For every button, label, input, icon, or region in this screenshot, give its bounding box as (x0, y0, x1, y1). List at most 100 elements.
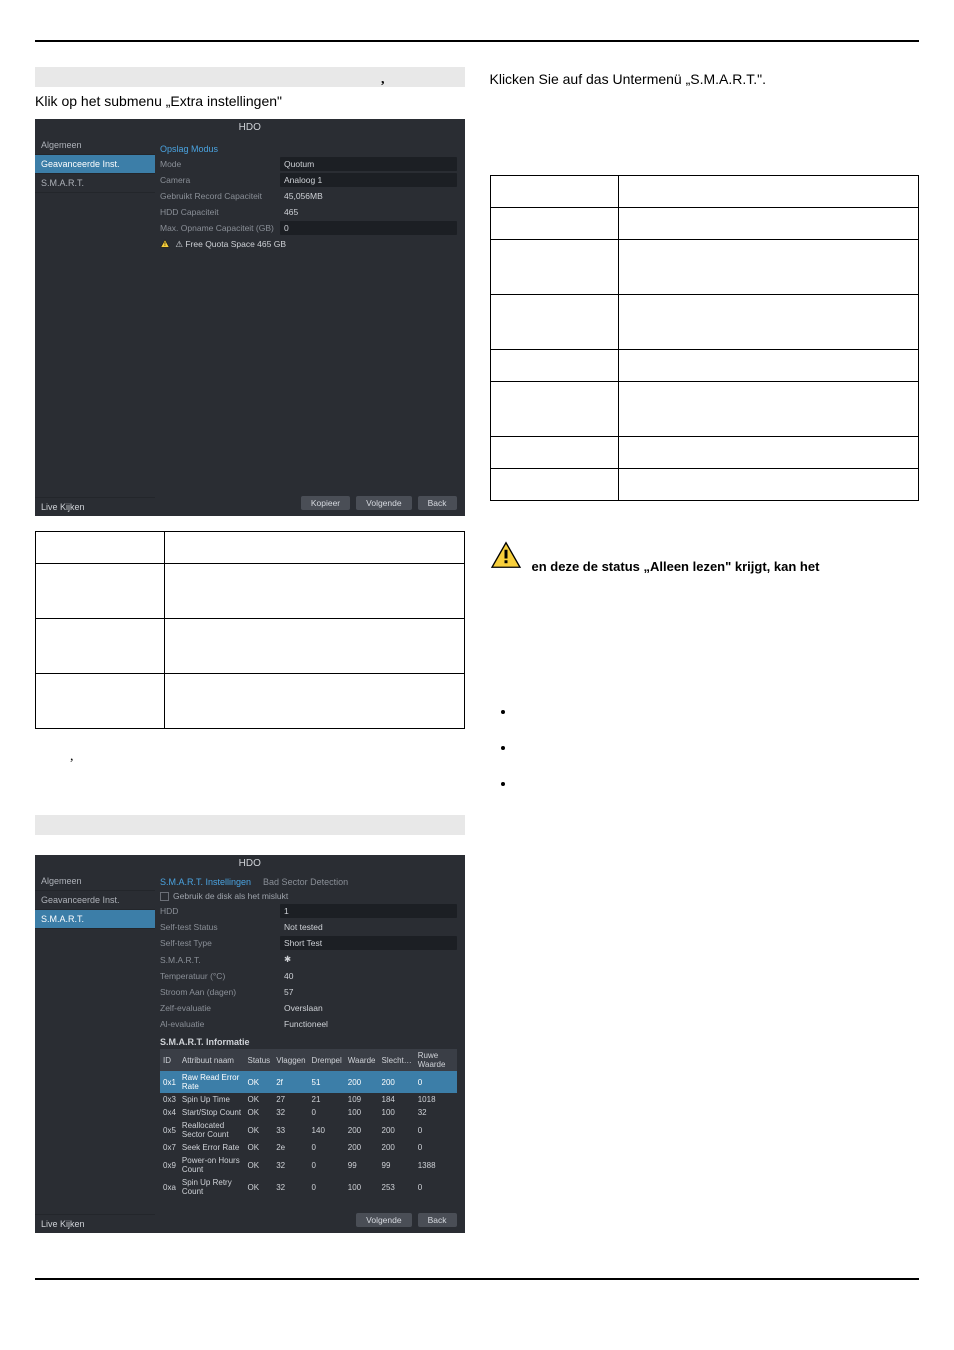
table-cell: 0 (415, 1119, 457, 1141)
field-value: 45,056MB (280, 189, 457, 203)
left-subhead-1: Klik op het submenu „Extra instellingen" (35, 93, 465, 109)
field-value[interactable]: Quotum (280, 157, 457, 171)
table-cell: 100 (379, 1106, 415, 1119)
table-cell: 253 (379, 1176, 415, 1198)
list-item (515, 740, 920, 754)
table-cell (619, 295, 919, 350)
table-cell (36, 674, 165, 729)
field-label: Camera (160, 175, 280, 185)
warning-icon: ! (160, 239, 170, 249)
back-button[interactable]: Back (418, 1213, 457, 1227)
smart-col: Status (245, 1049, 274, 1071)
field-label: Mode (160, 159, 280, 169)
table-cell (619, 437, 919, 469)
table-cell (619, 208, 919, 240)
table-cell: OK (245, 1119, 274, 1141)
table-row[interactable]: 0x5Reallocated Sector CountOK33140200200… (160, 1119, 457, 1141)
sidebar-bottom-live[interactable]: Live Kijken (35, 497, 155, 516)
table-row[interactable]: 0x9Power-on Hours CountOK32099991388 (160, 1154, 457, 1176)
table-cell (619, 382, 919, 437)
next-button[interactable]: Volgende (356, 496, 411, 510)
table-cell: 0 (415, 1071, 457, 1093)
table-cell (36, 619, 165, 674)
screenshot-smart: HDO Algemeen Geavanceerde Inst. S.M.A.R.… (35, 855, 465, 1233)
field-label: S.M.A.R.T. (160, 955, 280, 965)
table-cell: 32 (415, 1106, 457, 1119)
sidebar-item-general[interactable]: Algemeen (35, 872, 155, 891)
sidebar-item-smart[interactable]: S.M.A.R.T. (35, 174, 155, 193)
warning-icon (490, 541, 522, 569)
smart-col: ID (160, 1049, 179, 1071)
table-row[interactable]: 0x1Raw Read Error RateOK2f512002000 (160, 1071, 457, 1093)
use-disk-checkbox[interactable]: Gebruik de disk als het mislukt (160, 891, 457, 901)
table-cell: 0 (309, 1176, 345, 1198)
window-title: HDO (35, 119, 465, 136)
table-cell: Spin Up Time (179, 1093, 245, 1106)
warning-note: en deze de status „Alleen lezen" krijgt,… (490, 541, 920, 574)
smart-col: Vlaggen (273, 1049, 308, 1071)
field-value: 465 (280, 205, 457, 219)
left-column: , Klik op het submenu „Extra instellinge… (35, 67, 465, 1248)
smart-col: Slecht… (379, 1049, 415, 1071)
table-cell: 51 (309, 1071, 345, 1093)
field-label: Gebruikt Record Capaciteit (160, 191, 280, 201)
right-top-plain: Klicken Sie auf das Untermenü „S.M.A.R.T… (490, 71, 920, 87)
back-button[interactable]: Back (418, 496, 457, 510)
table-row[interactable]: 0x7Seek Error RateOK2e02002000 (160, 1141, 457, 1154)
smart-table: ID Attribuut naam Status Vlaggen Drempel… (160, 1049, 457, 1198)
table-cell: 184 (379, 1093, 415, 1106)
table-cell: 109 (345, 1093, 379, 1106)
table-row[interactable]: 0xaSpin Up Retry CountOK3201002530 (160, 1176, 457, 1198)
smart-col: Attribuut naam (179, 1049, 245, 1071)
right-top-highlight: , (35, 67, 465, 87)
table-cell: 0 (309, 1106, 345, 1119)
sidebar-item-advanced[interactable]: Geavanceerde Inst. (35, 155, 155, 174)
table-cell: OK (245, 1093, 274, 1106)
table-cell (490, 240, 619, 295)
field-label: Max. Opname Capaciteit (GB) (160, 223, 280, 233)
table-cell (619, 240, 919, 295)
sidebar-item-general[interactable]: Algemeen (35, 136, 155, 155)
table-cell (490, 176, 619, 208)
table-cell: 0x9 (160, 1154, 179, 1176)
table-cell: 200 (345, 1071, 379, 1093)
copy-button[interactable]: Kopieer (301, 496, 350, 510)
table-cell: 0x7 (160, 1141, 179, 1154)
table-cell: OK (245, 1141, 274, 1154)
field-value[interactable]: 0 (280, 221, 457, 235)
table-cell: 0x4 (160, 1106, 179, 1119)
smart-col: Drempel (309, 1049, 345, 1071)
field-value[interactable]: 1 (280, 904, 457, 918)
sidebar-item-advanced[interactable]: Geavanceerde Inst. (35, 891, 155, 910)
table-cell: 32 (273, 1176, 308, 1198)
left-subhead-2 (35, 815, 465, 835)
sidebar-bottom-live[interactable]: Live Kijken (35, 1214, 155, 1233)
table-cell: Raw Read Error Rate (179, 1071, 245, 1093)
table-cell: 1388 (415, 1154, 457, 1176)
table-row[interactable]: 0x4Start/Stop CountOK32010010032 (160, 1106, 457, 1119)
table-cell: 33 (273, 1119, 308, 1141)
field-value: Overslaan (280, 1001, 457, 1015)
table-cell: Spin Up Retry Count (179, 1176, 245, 1198)
smart-info-header: S.M.A.R.T. Informatie (160, 1033, 457, 1049)
field-label: Stroom Aan (dagen) (160, 987, 280, 997)
list-item (515, 704, 920, 718)
field-label: Self-test Type (160, 938, 280, 948)
next-button[interactable]: Volgende (356, 1213, 411, 1227)
table-cell: 32 (273, 1154, 308, 1176)
warning-text: en deze de status „Alleen lezen" krijgt,… (532, 541, 820, 574)
table-cell: 0x1 (160, 1071, 179, 1093)
table-cell (490, 382, 619, 437)
field-value[interactable]: Analoog 1 (280, 173, 457, 187)
table-cell: 99 (345, 1154, 379, 1176)
tab-bad-sector[interactable]: Bad Sector Detection (263, 877, 348, 887)
field-value[interactable]: Short Test (280, 936, 457, 950)
field-label: Self-test Status (160, 922, 280, 932)
table-row[interactable]: 0x3Spin Up TimeOK27211091841018 (160, 1093, 457, 1106)
field-value: ✱ (280, 952, 457, 967)
sidebar-item-smart[interactable]: S.M.A.R.T. (35, 910, 155, 929)
tab-smart-settings[interactable]: S.M.A.R.T. Instellingen (160, 877, 251, 887)
field-label: HDD Capaciteit (160, 207, 280, 217)
bullet-list (490, 704, 920, 790)
table-cell: Reallocated Sector Count (179, 1119, 245, 1141)
